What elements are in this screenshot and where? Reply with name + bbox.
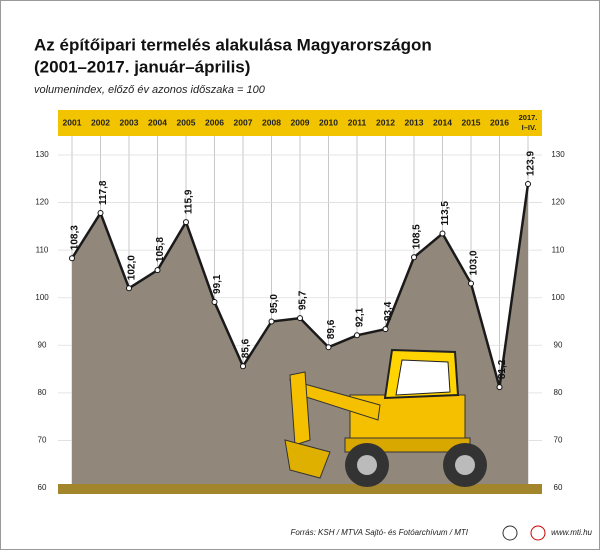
y-tick-label: 100	[35, 293, 49, 302]
value-label: 123,9	[526, 151, 537, 176]
excavator-illustration	[284, 348, 487, 487]
y-tick-label-right: 70	[554, 436, 563, 445]
baseline-band	[58, 484, 542, 494]
x-tick-label: 2017. I–IV.	[519, 113, 538, 132]
y-tick-label-right: 80	[554, 388, 563, 397]
y-tick-label: 130	[35, 150, 49, 159]
value-label: 81,2	[497, 359, 508, 379]
value-label: 103,0	[469, 250, 480, 275]
year-band	[58, 110, 542, 136]
chart-title-line2: (2001–2017. január–április)	[34, 57, 250, 76]
y-tick-label-right: 120	[551, 198, 565, 207]
y-tick-label: 80	[38, 388, 47, 397]
value-label: 108,3	[70, 225, 81, 250]
point	[69, 255, 75, 262]
chart-title: Az építőipari termelés alakulása Magyaro…	[34, 35, 432, 54]
x-tick-label: 2003	[120, 117, 139, 127]
point	[325, 344, 332, 351]
point	[382, 326, 389, 333]
x-tick-label: 2001	[63, 117, 82, 127]
x-tick-label: 2006	[205, 117, 224, 127]
y-tick-label: 120	[35, 198, 49, 207]
y-tick-label: 60	[38, 483, 47, 492]
x-tick-label: 2016	[490, 117, 509, 127]
y-tick-label: 70	[38, 436, 47, 445]
x-tick-label: 2005	[177, 117, 196, 127]
x-tick-label: 2014	[433, 117, 452, 127]
y-tick-label: 110	[36, 245, 49, 254]
point	[240, 363, 246, 370]
logo	[530, 525, 546, 541]
x-tick-label: 2010	[319, 117, 338, 127]
value-label: 108,5	[412, 224, 423, 249]
x-tick-label: 2007	[234, 117, 253, 127]
x-tick-label: 2015	[462, 117, 481, 127]
point	[439, 230, 446, 237]
y-tick-label: 90	[38, 340, 47, 349]
value-label: 105,8	[155, 237, 166, 262]
point	[496, 384, 503, 391]
point	[268, 318, 275, 325]
y-tick-label-right: 60	[554, 483, 563, 492]
point	[126, 285, 132, 292]
logo	[502, 525, 518, 541]
value-label: 95,0	[269, 294, 280, 314]
value-label: 117,8	[98, 180, 109, 205]
y-tick-label-right: 110	[552, 245, 565, 254]
point	[354, 332, 360, 339]
point	[211, 298, 218, 305]
value-label: 89,6	[326, 319, 337, 339]
point	[525, 181, 531, 188]
value-label: 115,9	[184, 189, 195, 214]
x-tick-label: 2013	[405, 117, 424, 127]
x-tick-label: 2002	[91, 117, 110, 127]
x-tick-label: 2008	[262, 117, 281, 127]
x-tick-label: 2009	[291, 117, 310, 127]
point	[297, 315, 303, 322]
point	[154, 267, 161, 274]
value-label: 102,0	[127, 255, 138, 280]
value-label: 92,1	[355, 307, 366, 327]
chart-subtitle: volumenindex, előző év azonos időszaka =…	[34, 84, 266, 96]
x-tick-label: 2004	[148, 117, 167, 127]
point	[97, 210, 104, 217]
y-tick-label-right: 130	[551, 150, 565, 159]
point	[411, 254, 417, 261]
value-label: 99,1	[212, 274, 223, 294]
value-label: 95,7	[298, 290, 309, 310]
website: www.mti.hu	[551, 528, 592, 537]
point	[468, 280, 474, 287]
value-label: 93,4	[383, 301, 394, 321]
value-label: 113,5	[440, 201, 451, 226]
source: Forrás: KSH / MTVA Sajtó- és Fotóarchívu…	[290, 528, 468, 537]
x-tick-label: 2012	[376, 117, 395, 127]
value-label: 85,6	[241, 338, 252, 358]
x-tick-label: 2011	[348, 117, 367, 127]
y-tick-label-right: 100	[551, 293, 565, 302]
point	[183, 219, 189, 226]
y-tick-label-right: 90	[554, 340, 563, 349]
